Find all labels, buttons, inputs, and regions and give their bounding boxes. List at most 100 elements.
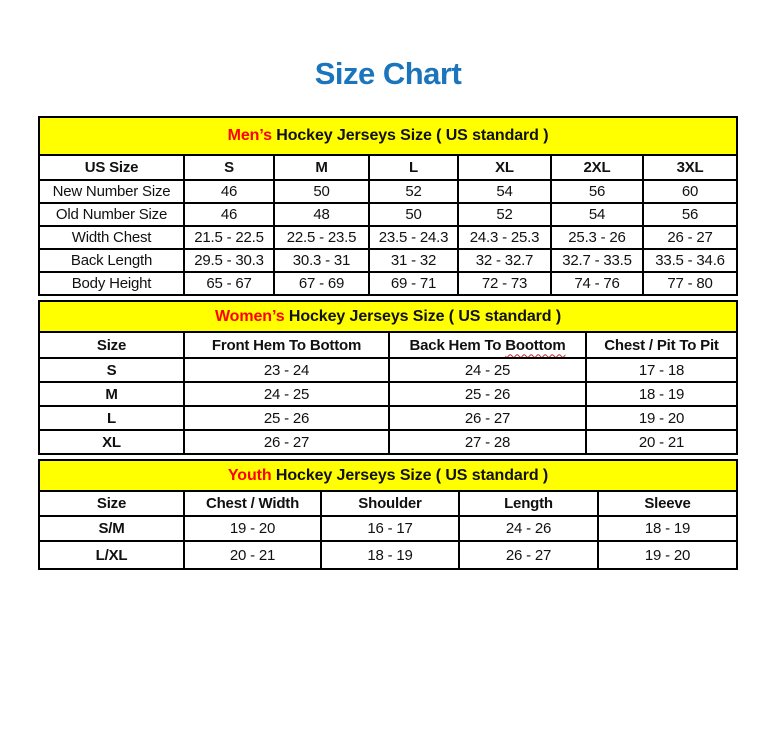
size-value-cell: 23.5 - 24.3: [368, 225, 459, 250]
size-value-cell: 52: [368, 179, 459, 204]
youth-banner-text: Hockey Jerseys Size ( US standard ): [271, 466, 549, 484]
size-value-cell: 29.5 - 30.3: [183, 248, 275, 273]
size-value-cell: 19 - 20: [584, 405, 739, 431]
size-value-cell: 50: [368, 202, 459, 227]
size-value-cell: 19 - 20: [183, 515, 322, 542]
mens-column-header: S: [183, 154, 275, 181]
size-value-cell: 23 - 24: [183, 357, 390, 383]
youth-column-header: Shoulder: [320, 490, 460, 517]
size-value-cell: 32 - 32.7: [457, 248, 552, 273]
page-title: Size Chart: [314, 56, 462, 91]
mens-row-new-number-size: New Number Size 46 50 52 54 56 60: [38, 179, 739, 204]
size-value-cell: 26 - 27: [183, 429, 390, 455]
size-chart-tables: Men’s Hockey Jerseys Size ( US standard …: [37, 116, 739, 570]
row-label: Width Chest: [38, 225, 185, 250]
youth-column-header-row: Size Chest / Width Shoulder Length Sleeve: [38, 490, 738, 517]
size-value-cell: 24.3 - 25.3: [457, 225, 552, 250]
womens-row-m: M 24 - 25 25 - 26 18 - 19: [38, 381, 739, 407]
womens-column-header: Back Hem To Boottom: [388, 331, 587, 359]
row-label: M: [38, 381, 185, 407]
womens-row-l: L 25 - 26 26 - 27 19 - 20: [38, 405, 739, 431]
mens-column-header: XL: [457, 154, 552, 181]
size-value-cell: 69 - 71: [368, 271, 459, 296]
size-value-cell: 24 - 25: [388, 357, 587, 383]
size-value-cell: 32.7 - 33.5: [550, 248, 644, 273]
row-label: S/M: [38, 515, 185, 542]
size-value-cell: 24 - 25: [183, 381, 390, 407]
row-label: New Number Size: [38, 179, 185, 204]
size-value-cell: 72 - 73: [457, 271, 552, 296]
size-value-cell: 30.3 - 31: [273, 248, 370, 273]
size-value-cell: 17 - 18: [584, 357, 739, 383]
youth-column-header: Chest / Width: [183, 490, 322, 517]
womens-row-xl: XL 26 - 27 27 - 28 20 - 21: [38, 429, 739, 455]
size-value-cell: 25 - 26: [388, 381, 587, 407]
size-value-cell: 22.5 - 23.5: [273, 225, 370, 250]
size-value-cell: 20 - 21: [183, 540, 322, 570]
size-value-cell: 31 - 32: [368, 248, 459, 273]
size-value-cell: 46: [183, 202, 275, 227]
size-value-cell: 26 - 27: [641, 225, 739, 250]
mens-row-back-length: Back Length 29.5 - 30.3 30.3 - 31 31 - 32 32…: [38, 248, 739, 273]
size-value-cell: 25 - 26: [183, 405, 390, 431]
size-value-cell: 27 - 28: [388, 429, 587, 455]
row-label: XL: [38, 429, 185, 455]
size-value-cell: 26 - 27: [458, 540, 599, 570]
row-label: Body Height: [38, 271, 185, 296]
size-value-cell: 20 - 21: [584, 429, 739, 455]
row-label: L/XL: [38, 540, 185, 570]
row-label: S: [38, 357, 185, 383]
mens-column-header: 2XL: [550, 154, 644, 181]
size-value-cell: 56: [641, 202, 739, 227]
youth-column-header: Length: [458, 490, 599, 517]
youth-column-header: Sleeve: [597, 490, 738, 517]
spellcheck-underlined-word: Boottom: [505, 336, 566, 354]
size-value-cell: 18 - 19: [320, 540, 460, 570]
size-value-cell: 54: [457, 179, 552, 204]
size-value-cell: 33.5 - 34.6: [641, 248, 739, 273]
size-value-cell: 56: [550, 179, 644, 204]
womens-banner-text: Hockey Jerseys Size ( US standard ): [284, 307, 562, 325]
size-value-cell: 25.3 - 26: [550, 225, 644, 250]
size-value-cell: 19 - 20: [597, 540, 738, 570]
womens-row-s: S 23 - 24 24 - 25 17 - 18: [38, 357, 739, 383]
mens-banner-text: Hockey Jerseys Size ( US standard ): [271, 127, 549, 144]
youth-row-l-xl: L/XL 20 - 21 18 - 19 26 - 27 19 - 20: [38, 540, 738, 570]
youth-table-banner: Youth Hockey Jerseys Size ( US standard …: [38, 459, 738, 492]
mens-column-header: M: [273, 154, 370, 181]
size-value-cell: 48: [273, 202, 370, 227]
womens-column-header-row: Size Front Hem To Bottom Back Hem To Boott…: [38, 331, 739, 359]
mens-size-table: Men’s Hockey Jerseys Size ( US standard …: [37, 116, 739, 296]
womens-size-table: Women’s Hockey Jerseys Size ( US standar…: [37, 300, 739, 455]
size-value-cell: 60: [641, 179, 739, 204]
size-value-cell: 67 - 69: [273, 271, 370, 296]
size-value-cell: 50: [273, 179, 370, 204]
womens-banner-highlight: Women’s: [214, 307, 285, 325]
column-header-text: Back Hem To: [409, 336, 506, 354]
mens-column-header-row: US Size S M L XL 2XL 3XL: [38, 154, 739, 181]
row-label: L: [38, 405, 185, 431]
size-value-cell: 24 - 26: [458, 515, 599, 542]
mens-row-old-number-size: Old Number Size 46 48 50 52 54 56: [38, 202, 739, 227]
size-value-cell: 18 - 19: [584, 381, 739, 407]
womens-table-banner: Women’s Hockey Jerseys Size ( US standar…: [37, 300, 739, 333]
size-value-cell: 54: [550, 202, 644, 227]
size-value-cell: 18 - 19: [597, 515, 738, 542]
mens-column-header: 3XL: [641, 154, 739, 181]
womens-column-header: Front Hem To Bottom: [183, 331, 390, 359]
size-value-cell: 65 - 67: [183, 271, 275, 296]
size-value-cell: 21.5 - 22.5: [183, 225, 275, 250]
size-value-cell: 26 - 27: [388, 405, 587, 431]
row-label: Back Length: [38, 248, 185, 273]
youth-row-s-m: S/M 19 - 20 16 - 17 24 - 26 18 - 19: [38, 515, 738, 542]
mens-column-header: US Size: [38, 154, 185, 181]
youth-banner-highlight: Youth: [227, 466, 272, 484]
mens-row-width-chest: Width Chest 21.5 - 22.5 22.5 - 23.5 23.5 - …: [38, 225, 739, 250]
mens-column-header: L: [368, 154, 459, 181]
womens-column-header: Chest / Pit To Pit: [584, 331, 739, 359]
youth-size-table: Youth Hockey Jerseys Size ( US standard …: [38, 459, 738, 570]
size-value-cell: 46: [183, 179, 275, 204]
size-value-cell: 52: [457, 202, 552, 227]
mens-banner-highlight: Men’s: [227, 127, 272, 144]
size-value-cell: 16 - 17: [320, 515, 460, 542]
